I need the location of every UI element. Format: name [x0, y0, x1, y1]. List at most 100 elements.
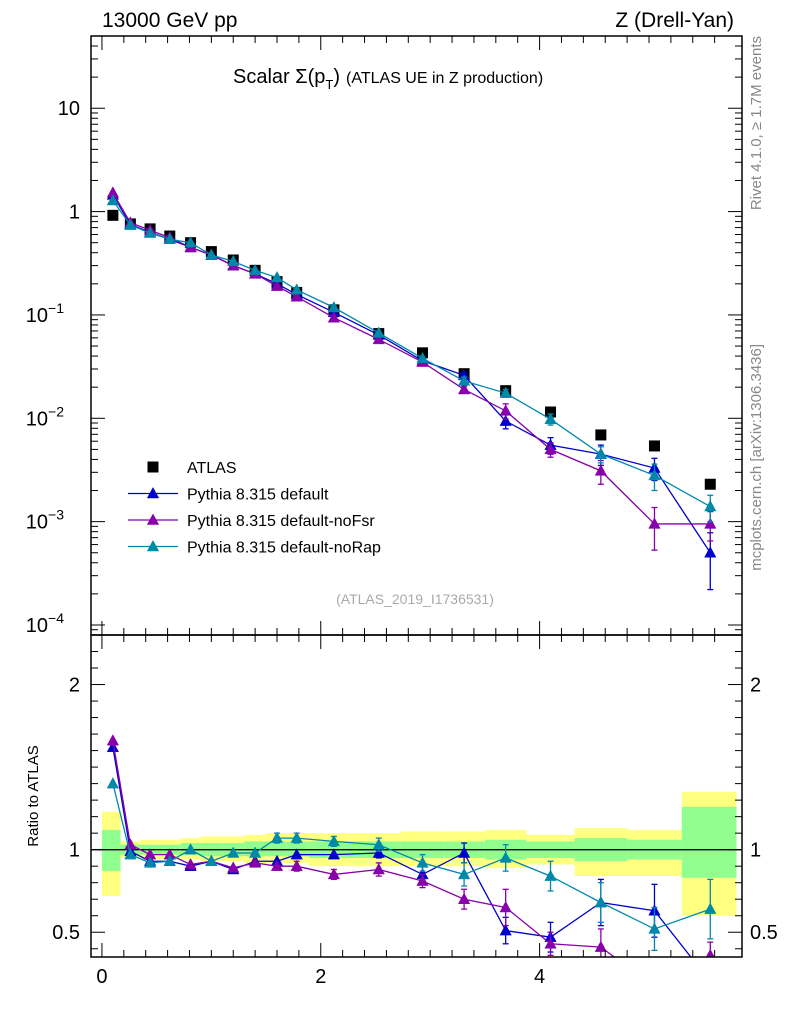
- y-tick-label: 10−3: [26, 507, 64, 534]
- data-point-pythia-8-315-default-norap: [457, 374, 471, 386]
- ratio-panel: 0 2 4 2 2 1 1 0.5 0.5 Ratio to ATLAS: [25, 634, 778, 992]
- ratio-point-pythia-8-315-default-norap: [184, 843, 197, 855]
- ratio-point-pythia-8-315-default-nofsr: [416, 874, 429, 886]
- ratio-point-pythia-8-315-default-nofsr: [594, 940, 607, 952]
- data-point-pythia-8-315-default-nofsr: [648, 517, 661, 529]
- ratio-point-pythia-8-315-default-norap: [544, 869, 557, 881]
- data-point-atlas: [545, 406, 557, 418]
- ratio-point-pythia-8-315-default: [705, 976, 716, 987]
- legend-item-pythia-8-315-default-norap: Pythia 8.315 default-noRap: [128, 540, 381, 557]
- ratio-point-pythia-8-315-default-norap: [163, 854, 176, 866]
- ratio-point-pythia-8-315-default-nofsr: [372, 862, 385, 875]
- ratio-point-pythia-8-315-default-norap: [327, 834, 341, 847]
- header-right-label: Z (Drell-Yan): [615, 9, 734, 32]
- ratio-point-pythia-8-315-default-norap: [416, 856, 429, 868]
- ratio-y-tick-label: 0.5: [52, 922, 80, 944]
- data-point-pythia-8-315-default-norap: [270, 271, 284, 283]
- ratio-point-pythia-8-315-default-norap: [270, 831, 284, 843]
- ratio-y-tick-label-right: 0.5: [750, 922, 778, 944]
- plot-title-subscript: T: [325, 77, 333, 92]
- data-point-pythia-8-315-default-norap: [327, 300, 341, 313]
- ratio-point-pythia-8-315-default-norap: [457, 867, 471, 880]
- ratio-series-pythia-8-315-default-norap: [106, 777, 717, 952]
- legend: ATLAS Pythia 8.315 default Pythia 8.315 de…: [128, 460, 381, 557]
- data-point-atlas: [704, 478, 716, 490]
- ratio-point-pythia-8-315-default-norap: [124, 848, 137, 860]
- plot-title-tail: (ATLAS UE in Z production): [346, 70, 543, 87]
- data-point-pythia-8-315-default-norap: [594, 447, 607, 459]
- data-point-pythia-8-315-default-norap: [416, 351, 429, 364]
- x-tick-label: 4: [534, 966, 545, 988]
- data-point-pythia-8-315-default-norap: [704, 500, 717, 512]
- ratio-y-tick-label: 2: [69, 675, 80, 697]
- plot-title-close: ): [333, 66, 340, 88]
- data-point-pythia-8-315-default-norap: [143, 226, 157, 238]
- ratio-point-pythia-8-315-default-nofsr: [184, 858, 197, 870]
- main-panel: 10 1 10−1 10−2 10−3 10−4 Scalar Σ(pT) (ATLAS U…: [26, 35, 743, 637]
- data-point-atlas: [107, 209, 119, 221]
- legend-marker-atlas: [147, 461, 159, 473]
- data-point-atlas: [648, 440, 660, 452]
- plot-title: Scalar Σ(pT) (ATLAS UE in Z production): [233, 66, 543, 92]
- mcplots-reference-label: mcplots.cern.ch [arXiv:1306.3436]: [748, 344, 765, 571]
- ratio-axis-label: Ratio to ATLAS: [25, 745, 42, 846]
- data-point-atlas: [595, 429, 607, 441]
- y-tick-label: 10−4: [26, 610, 64, 637]
- y-tick-label: 10−2: [26, 403, 64, 430]
- data-point-pythia-8-315-default-norap: [124, 218, 137, 230]
- data-point-pythia-8-315-default-nofsr: [372, 332, 385, 345]
- data-point-pythia-8-315-default-norap: [227, 254, 240, 267]
- ratio-point-pythia-8-315-default-nofsr: [544, 937, 557, 949]
- ratio-band-inner-8: [266, 841, 287, 857]
- ratio-point-pythia-8-315-default-norap: [106, 777, 120, 789]
- data-point-pythia-8-315-default-norap: [205, 248, 218, 260]
- ratio-point-pythia-8-315-default-norap: [499, 851, 512, 863]
- ratio-point-pythia-8-315-default: [290, 848, 303, 860]
- data-point-pythia-8-315-default-norap: [544, 412, 557, 424]
- data-point-pythia-8-315-default-nofsr: [499, 404, 512, 416]
- ratio-point-pythia-8-315-default-norap: [205, 854, 218, 866]
- analysis-watermark: (ATLAS_2019_I1736531): [336, 591, 494, 607]
- ratio-point-pythia-8-315-default-nofsr: [270, 859, 284, 871]
- data-point-pythia-8-315-default-norap: [163, 232, 176, 244]
- ratio-point-pythia-8-315-default-nofsr: [227, 861, 240, 873]
- ratio-point-pythia-8-315-default-nofsr: [106, 734, 120, 746]
- ratio-band-inner-9: [286, 841, 309, 857]
- series-pythia-8-315-default-norap: [106, 193, 717, 523]
- ratio-point-pythia-8-315-default: [106, 740, 120, 753]
- data-point-pythia-8-315-default-nofsr: [544, 442, 557, 455]
- data-point-pythia-8-315-default-nofsr: [270, 279, 284, 291]
- legend-item-atlas: ATLAS: [147, 460, 237, 477]
- ratio-point-pythia-8-315-default-norap: [594, 895, 607, 908]
- ratio-y-tick-label: 1: [69, 840, 80, 862]
- data-point-pythia-8-315-default-nofsr: [594, 464, 607, 476]
- y-tick-label: 10−1: [26, 300, 64, 327]
- data-point-pythia-8-315-default-norap: [648, 468, 661, 481]
- data-point-pythia-8-315-default-nofsr: [704, 517, 717, 529]
- ratio-point-pythia-8-315-default-norap: [704, 902, 717, 914]
- legend-label-atlas: ATLAS: [187, 460, 237, 477]
- ratio-point-pythia-8-315-default-norap: [248, 846, 262, 858]
- ratio-band-inner-0: [101, 829, 121, 872]
- legend-marker-pythia-8-315-default-norap: [146, 539, 160, 552]
- legend-item-pythia-8-315-default-nofsr: Pythia 8.315 default-noFsr: [128, 513, 375, 530]
- ratio-panel-frame: [90, 634, 743, 958]
- ratio-point-pythia-8-315-default-nofsr: [248, 856, 262, 868]
- ratio-point-pythia-8-315-default-norap: [143, 856, 157, 868]
- ratio-point-pythia-8-315-default-nofsr: [649, 981, 660, 992]
- ratio-point-pythia-8-315-default: [457, 846, 471, 858]
- x-tick-label: 0: [96, 966, 107, 988]
- ratio-point-pythia-8-315-default-nofsr: [290, 859, 303, 871]
- data-point-pythia-8-315-default-nofsr: [457, 382, 471, 395]
- ratio-point-pythia-8-315-default: [499, 924, 512, 936]
- ratio-point-pythia-8-315-default-norap: [290, 831, 303, 843]
- legend-item-pythia-8-315-default: Pythia 8.315 default: [128, 487, 329, 504]
- legend-marker-pythia-8-315-default-nofsr: [146, 513, 160, 525]
- plot-title-main: Scalar Σ(p: [233, 66, 325, 88]
- legend-marker-pythia-8-315-default: [146, 486, 160, 499]
- legend-label-pythia-8-315-default-norap: Pythia 8.315 default-noRap: [187, 540, 381, 557]
- data-point-pythia-8-315-default-nofsr: [327, 311, 341, 323]
- data-point-pythia-8-315-default: [499, 414, 512, 426]
- rivet-version-label: Rivet 4.1.0, ≥ 1.7M events: [748, 36, 765, 210]
